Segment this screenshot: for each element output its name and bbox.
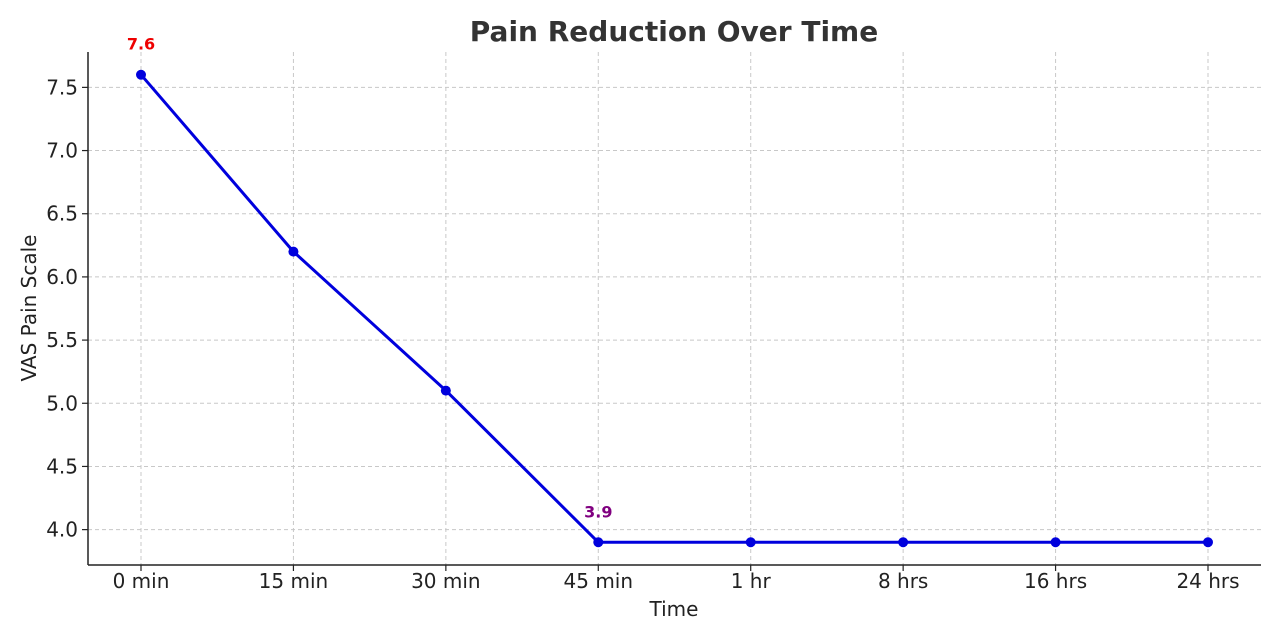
data-point bbox=[1203, 537, 1213, 548]
y-tick-label: 4.0 bbox=[46, 518, 78, 542]
series bbox=[136, 69, 1213, 548]
y-tick-label: 5.5 bbox=[46, 328, 78, 352]
data-point bbox=[1050, 537, 1061, 548]
x-tick-label: 8 hrs bbox=[878, 569, 928, 593]
y-tick-label: 4.5 bbox=[46, 454, 78, 478]
x-tick-label: 15 min bbox=[259, 569, 329, 593]
x-tick-label: 30 min bbox=[411, 569, 481, 593]
series-line bbox=[139, 73, 1208, 544]
x-tick-label: 45 min bbox=[564, 569, 634, 593]
x-tick-label: 16 hrs bbox=[1024, 569, 1087, 593]
x-tick-label: 0 min bbox=[113, 569, 170, 593]
data-point bbox=[440, 385, 451, 396]
chart-title: Pain Reduction Over Time bbox=[470, 15, 878, 48]
data-point bbox=[898, 537, 909, 548]
data-point bbox=[288, 246, 299, 257]
data-point bbox=[593, 537, 604, 548]
y-axis-label: VAS Pain Scale bbox=[17, 235, 41, 382]
y-tick-label: 6.5 bbox=[46, 202, 78, 226]
y-tick-label: 6.0 bbox=[46, 265, 78, 289]
x-axis-label: Time bbox=[649, 597, 699, 621]
y-tick-label: 7.5 bbox=[46, 75, 78, 99]
data-point bbox=[745, 537, 756, 548]
grid bbox=[88, 52, 1261, 565]
y-tick-label: 7.0 bbox=[46, 139, 78, 163]
x-tick-label: 24 hrs bbox=[1176, 569, 1239, 593]
annotations: 7.6 3.9 bbox=[127, 35, 613, 522]
data-label: 3.9 bbox=[584, 502, 612, 521]
data-label: 7.6 bbox=[127, 35, 155, 54]
data-point bbox=[136, 69, 146, 80]
x-tick-label: 1 hr bbox=[731, 569, 772, 593]
y-tick-label: 5.0 bbox=[46, 391, 78, 415]
tick-labels: 0 min 15 min 30 min 45 min 1 hr 8 hrs 16 hrs 24… bbox=[46, 75, 1239, 593]
axes bbox=[82, 52, 1261, 571]
